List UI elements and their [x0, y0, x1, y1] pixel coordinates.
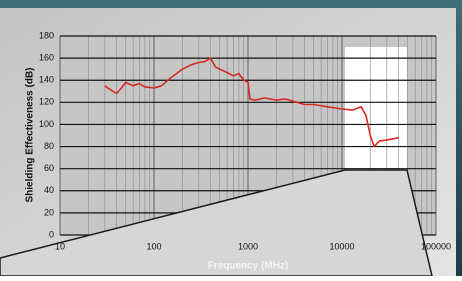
- y-tick-label: 20: [44, 207, 54, 217]
- y-tick-label: 180: [39, 30, 54, 40]
- y-tick-label: 80: [44, 141, 54, 151]
- y-tick-label: 100: [39, 119, 54, 129]
- y-tick-label: 40: [44, 185, 54, 195]
- zoom-region: [345, 47, 407, 170]
- y-axis-label: Shielding Effectiveness (dB): [25, 67, 36, 202]
- chart: Frequency (MHz) Shielding Effectiveness …: [0, 0, 462, 276]
- y-tick-label: 60: [44, 163, 54, 173]
- x-tick-label: 100000: [421, 241, 451, 251]
- y-tick-label: 140: [39, 75, 54, 85]
- x-tick-label: 10: [55, 241, 65, 251]
- x-axis-label: Frequency (MHz): [208, 261, 289, 272]
- x-tick-label: 1000: [238, 241, 258, 251]
- page: Frequency (MHz) Shielding Effectiveness …: [0, 0, 462, 276]
- y-tick-label: 120: [39, 97, 54, 107]
- y-tick-label: 160: [39, 52, 54, 62]
- y-tick-label: 0: [49, 229, 54, 239]
- x-tick-label: 100: [146, 241, 161, 251]
- x-tick-label: 10000: [329, 241, 354, 251]
